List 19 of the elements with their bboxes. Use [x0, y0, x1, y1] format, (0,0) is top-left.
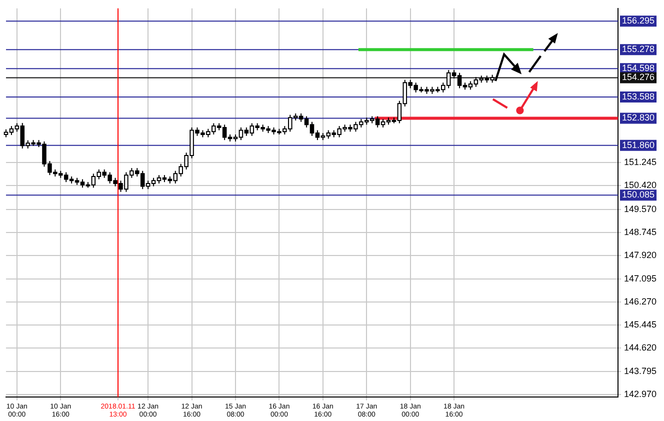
ref-line-label: 155.278 — [622, 44, 655, 54]
y-tick-label: 147.920 — [624, 250, 657, 260]
ref-line-label: 150.085 — [622, 190, 655, 200]
y-tick-label: 144.620 — [624, 342, 657, 353]
ref-line-label: 154.598 — [622, 63, 655, 74]
ref-line-label: 152.830 — [622, 112, 655, 123]
y-tick-label: 149.570 — [624, 204, 657, 214]
y-tick-label: 148.745 — [624, 227, 657, 238]
y-tick-label: 145.445 — [624, 320, 657, 330]
y-tick-label: 150.420 — [624, 180, 657, 190]
ref-line-label: 153.588 — [622, 91, 655, 102]
ref-line-label: 151.860 — [622, 140, 655, 150]
y-tick-label: 142.970 — [624, 388, 657, 399]
y-tick-label: 146.270 — [624, 296, 657, 306]
y-tick-label: 151.245 — [624, 157, 657, 168]
y-tick-label: 147.095 — [624, 273, 657, 284]
ref-line-label: 154.276 — [622, 72, 655, 82]
y-tick-label: 143.795 — [624, 366, 657, 376]
ref-line-label: 156.295 — [622, 16, 655, 26]
